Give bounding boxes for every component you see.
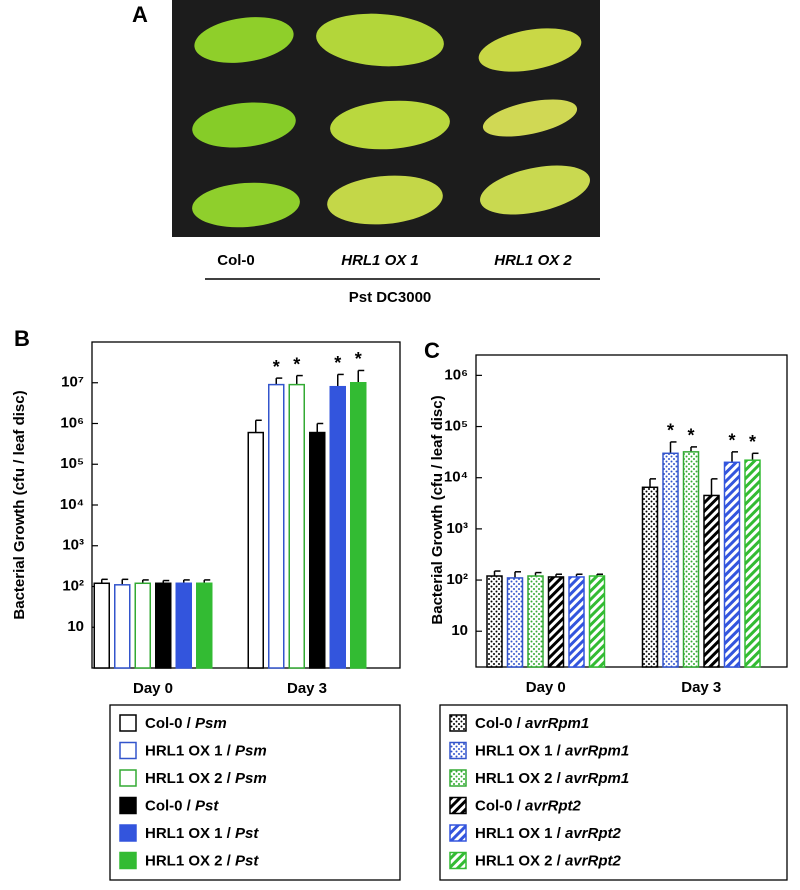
bar xyxy=(329,385,346,669)
bar xyxy=(641,486,659,668)
significance-mark: * xyxy=(728,431,735,451)
y-tick-label: 10² xyxy=(62,577,84,594)
y-axis-label: Bacterial Growth (cfu / leaf disc) xyxy=(429,395,446,624)
legend-label: HRL1 OX 1 / avrRpm1 xyxy=(475,742,629,759)
legend-swatch xyxy=(449,851,467,870)
y-axis-label: Bacterial Growth (cfu / leaf disc) xyxy=(11,390,28,619)
y-tick-label: 10⁶ xyxy=(444,366,468,383)
legend-swatch xyxy=(119,824,137,842)
legend-label: HRL1 OX 1 / Pst xyxy=(145,825,259,842)
bar xyxy=(662,452,679,668)
bar xyxy=(309,431,326,669)
panel-label: B xyxy=(14,326,30,351)
significance-mark: * xyxy=(293,354,300,374)
y-tick-label: 10⁵ xyxy=(60,455,84,472)
bar xyxy=(547,576,565,668)
bar xyxy=(247,431,264,669)
legend-swatch xyxy=(449,769,467,787)
panel-label: C xyxy=(424,338,440,363)
genotype-label: HRL1 OX 1 xyxy=(341,252,419,269)
bar xyxy=(288,383,305,669)
legend-swatch xyxy=(449,796,467,815)
treatment-label: Pst DC3000 xyxy=(349,289,432,306)
y-tick-label: 10⁵ xyxy=(444,418,468,435)
x-tick-label: Day 3 xyxy=(287,680,327,697)
legend-label: HRL1 OX 2 / avrRpt2 xyxy=(475,852,622,869)
bar xyxy=(723,461,741,668)
significance-mark: * xyxy=(749,432,756,452)
bar xyxy=(175,582,192,669)
bar xyxy=(93,582,110,669)
legend-swatch xyxy=(119,851,137,870)
bar xyxy=(703,494,720,668)
panel-label: A xyxy=(132,2,148,27)
y-tick-label: 10 xyxy=(451,622,468,639)
bar xyxy=(506,577,524,668)
leaf-photo xyxy=(172,0,600,237)
bar xyxy=(568,576,585,668)
bar xyxy=(268,383,285,669)
x-tick-label: Day 3 xyxy=(681,679,721,696)
legend-label: HRL1 OX 2 / Psm xyxy=(145,770,267,787)
legend-swatch xyxy=(119,741,137,760)
bar xyxy=(682,451,700,668)
bar xyxy=(744,459,761,668)
legend-box xyxy=(439,704,788,881)
legend-label: HRL1 OX 2 / Pst xyxy=(145,852,259,869)
legend-label: Col-0 / avrRpm1 xyxy=(475,715,589,732)
significance-mark: * xyxy=(667,421,674,441)
legend-swatch xyxy=(119,796,137,815)
bar xyxy=(527,575,544,668)
y-tick-label: 10³ xyxy=(62,537,84,554)
legend-label: Col-0 / avrRpt2 xyxy=(475,797,582,814)
bar xyxy=(155,582,172,669)
significance-mark: * xyxy=(334,353,341,373)
bar xyxy=(114,584,131,669)
y-tick-label: 10 xyxy=(67,618,84,635)
legend-label: Col-0 / Psm xyxy=(145,715,227,732)
bar xyxy=(486,575,503,668)
legend-label: Col-0 / Pst xyxy=(145,797,219,814)
bar xyxy=(588,575,606,668)
legend-label: HRL1 OX 2 / avrRpm1 xyxy=(475,770,629,787)
significance-mark: * xyxy=(355,349,362,369)
plot-frame xyxy=(475,354,788,668)
bar xyxy=(134,582,151,669)
legend-swatch xyxy=(449,741,467,760)
significance-mark: * xyxy=(687,426,694,446)
legend-swatch xyxy=(119,769,137,787)
legend-swatch xyxy=(449,714,467,732)
legend-swatch xyxy=(119,714,137,732)
y-tick-label: 10² xyxy=(446,571,468,588)
genotype-label: HRL1 OX 2 xyxy=(494,252,572,269)
y-tick-label: 10⁶ xyxy=(60,414,84,431)
y-tick-label: 10³ xyxy=(446,520,468,537)
y-tick-label: 10⁴ xyxy=(444,469,468,486)
bar xyxy=(196,582,213,669)
y-tick-label: 10⁴ xyxy=(60,496,84,513)
legend-label: HRL1 OX 1 / Psm xyxy=(145,742,267,759)
significance-mark: * xyxy=(273,357,280,377)
x-tick-label: Day 0 xyxy=(526,679,566,696)
legend-swatch xyxy=(449,824,467,842)
bar xyxy=(350,382,367,669)
legend-label: HRL1 OX 1 / avrRpt2 xyxy=(475,825,622,842)
y-tick-label: 10⁷ xyxy=(61,374,84,391)
legend-box xyxy=(109,704,401,881)
x-tick-label: Day 0 xyxy=(133,680,173,697)
genotype-label: Col-0 xyxy=(217,252,255,269)
